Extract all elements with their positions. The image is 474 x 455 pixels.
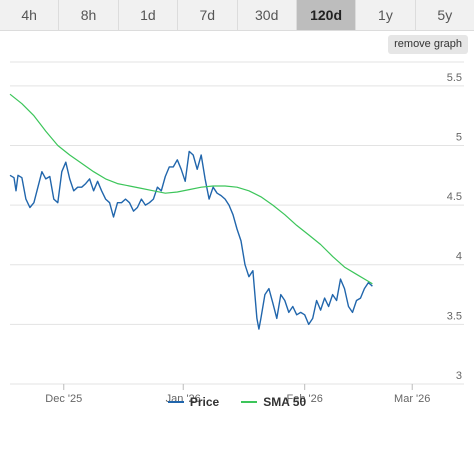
tab-7d[interactable]: 7d xyxy=(178,0,238,30)
chart-legend: Price SMA 50 xyxy=(0,392,474,412)
tab-30d[interactable]: 30d xyxy=(237,0,297,30)
sma-50-line xyxy=(9,93,373,285)
y-tick-label: 4.5 xyxy=(447,191,462,203)
price-line xyxy=(9,150,373,330)
tab-8h[interactable]: 8h xyxy=(59,0,119,30)
y-tick-label: 3 xyxy=(456,370,462,382)
y-tick-label: 3.5 xyxy=(447,310,462,322)
x-tick-label: Mar '26 xyxy=(394,393,430,405)
tab-5y[interactable]: 5y xyxy=(415,0,474,30)
remove-graph-button[interactable]: remove graph xyxy=(388,35,468,54)
y-tick-label: 4 xyxy=(456,251,462,263)
tab-1y[interactable]: 1y xyxy=(356,0,416,30)
legend-swatch-sma xyxy=(241,401,258,403)
legend-label-sma: SMA 50 xyxy=(263,395,307,409)
legend-swatch-price xyxy=(167,401,184,403)
x-tick-label: Dec '25 xyxy=(45,393,82,405)
timeframe-tabs: 4h 8h 1d 7d 30d 120d 1y 5y xyxy=(0,0,474,31)
legend-label-price: Price xyxy=(189,395,220,409)
tab-120d[interactable]: 120d xyxy=(296,0,357,30)
tab-1d[interactable]: 1d xyxy=(118,0,179,30)
legend-item-price[interactable]: Price xyxy=(167,395,220,409)
y-tick-label: 5 xyxy=(456,131,462,143)
y-tick-label: 5.5 xyxy=(447,72,462,84)
x-tick-label: Feb '26 xyxy=(287,393,323,405)
tab-4h[interactable]: 4h xyxy=(0,0,60,30)
legend-item-sma[interactable]: SMA 50 xyxy=(241,395,306,409)
